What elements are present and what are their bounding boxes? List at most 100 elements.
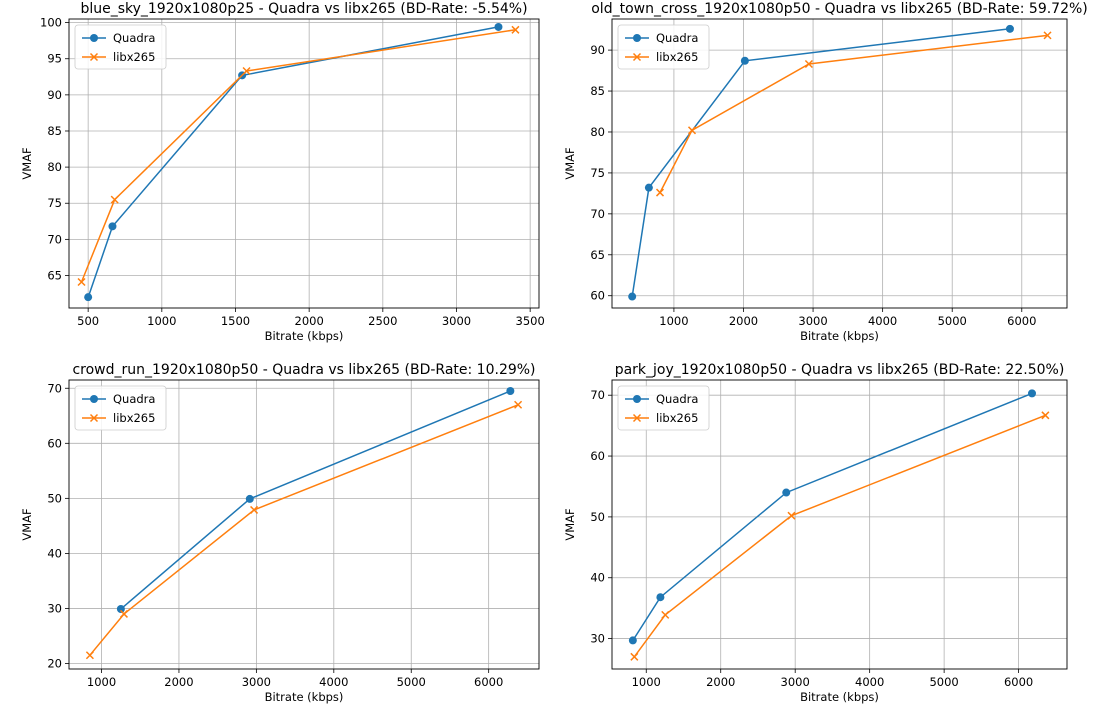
legend-box [617,24,710,70]
legend-marker-libx265 [632,413,642,423]
legend-box [74,385,167,431]
legend-marker-quadra [633,34,641,42]
data-point-libx265 [77,277,86,287]
x-axis-label: Bitrate (kbps) [265,690,344,704]
y-tick-label: 60 [590,289,605,303]
series-line-quadra [632,392,1033,641]
series-line-libx265 [89,404,519,656]
legend-label-quadra: Quadra [113,392,155,406]
y-tick-label: 50 [590,510,605,524]
legend-box [74,24,167,70]
axes-frame [68,379,540,670]
x-tick-label: 6000 [1004,675,1033,689]
y-axis-label: VMAF [20,508,34,540]
data-point-libx265 [1043,31,1052,40]
data-point-quadra [116,604,125,613]
x-tick-label: 5000 [929,675,958,689]
data-point-libx265 [804,59,813,69]
x-tick-label: 1500 [221,314,250,328]
y-tick-label: 60 [590,449,605,463]
y-tick-label: 75 [47,196,62,210]
x-tick-label: 500 [77,314,99,328]
data-point-quadra [494,22,503,31]
x-tick-label: 2000 [729,314,758,328]
y-tick-label: 70 [590,388,605,402]
y-tick-label: 90 [47,88,62,102]
data-point-libx265 [687,126,697,135]
y-tick-label: 60 [47,436,62,450]
legend-label-libx265: libx265 [113,50,155,64]
legend-marker-libx265 [89,52,99,62]
chart-title: blue_sky_1920x1080p25 - Quadra vs libx26… [80,1,527,17]
x-tick-label: 5000 [938,314,967,328]
y-axis-label: VMAF [563,508,577,540]
data-point-quadra [84,293,93,302]
legend-label-libx265: libx265 [656,411,698,425]
x-tick-label: 2000 [164,675,193,689]
y-axis-label: VMAF [563,147,577,179]
y-tick-label: 30 [590,632,605,646]
y-tick-label: 65 [590,248,605,262]
legend-label-libx265: libx265 [656,50,698,64]
series-line-libx265 [659,34,1048,193]
data-point-libx265 [110,195,119,204]
legend-marker-libx265 [632,52,642,62]
axes-frame [611,18,1068,309]
legend-label-quadra: Quadra [113,31,155,45]
y-tick-label: 70 [47,381,62,395]
data-point-quadra [1028,389,1036,398]
x-tick-label: 4000 [319,675,348,689]
y-tick-label: 100 [40,16,62,30]
y-tick-label: 50 [47,491,62,505]
series-line-libx265 [633,414,1046,658]
y-tick-label: 30 [47,601,62,615]
chart-panel-3: 1000 2000 3000 4000 5000 6000 20 30 40 50 60 70 crow… [20,362,540,704]
x-tick-label: 3000 [798,314,827,328]
data-point-libx265 [1041,411,1050,420]
series-line-quadra [631,28,1011,297]
x-tick-label: 1000 [147,314,176,328]
data-point-quadra [506,387,515,396]
x-tick-label: 2000 [706,675,735,689]
legend-label-libx265: libx265 [113,411,155,425]
data-point-libx265 [655,188,665,197]
x-tick-label: 3000 [781,675,810,689]
x-tick-label: 2000 [295,314,324,328]
y-tick-label: 85 [47,124,62,138]
axes-frame [611,379,1068,670]
chart-title: park_joy_1920x1080p50 - Quadra vs libx26… [615,362,1065,378]
y-tick-label: 40 [47,546,62,560]
x-tick-label: 3000 [242,675,271,689]
data-point-quadra [740,56,749,65]
y-tick-label: 95 [47,52,62,66]
data-point-quadra [782,488,791,497]
chart-panel-4: 1000 2000 3000 4000 5000 6000 30 40 50 60 70 park_j… [563,362,1068,704]
chart-title: old_town_cross_1920x1080p50 - Quadra vs … [591,1,1088,17]
legend-label-quadra: Quadra [656,31,698,45]
x-tick-label: 4000 [855,675,884,689]
chart-panel-1: 500 1000 1500 2000 2500 3000 3500 65 70 75 80 85 90 9… [20,1,545,343]
y-axis-label: VMAF [20,147,34,179]
y-tick-label: 90 [590,43,605,57]
y-tick-label: 70 [47,232,62,246]
data-point-quadra [644,183,653,192]
x-axis-label: Bitrate (kbps) [800,690,879,704]
data-point-libx265 [242,66,251,76]
y-tick-label: 80 [47,160,62,174]
y-tick-label: 70 [590,207,605,221]
axes-frame [68,18,540,309]
data-point-libx265 [85,651,94,660]
x-tick-label: 4000 [868,314,897,328]
data-point-quadra [656,593,665,602]
data-point-libx265 [119,609,129,618]
data-point-libx265 [630,652,639,661]
data-point-quadra [245,494,254,503]
series-line-quadra [87,26,499,298]
y-tick-label: 65 [47,268,62,282]
data-point-libx265 [511,25,520,34]
data-point-quadra [628,636,637,645]
x-axis-label: Bitrate (kbps) [800,329,879,343]
y-tick-label: 40 [590,571,605,585]
x-tick-label: 6000 [474,675,503,689]
